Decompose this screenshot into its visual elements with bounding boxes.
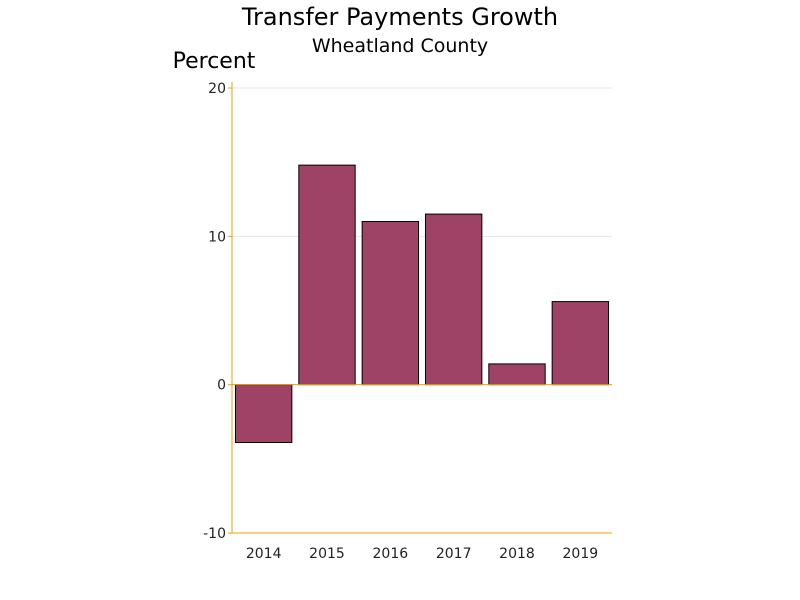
- chart-subtitle: Wheatland County: [312, 35, 488, 57]
- axes: [228, 82, 612, 534]
- gridlines: [232, 87, 612, 237]
- bar-2018: [488, 363, 546, 386]
- bars: [234, 164, 610, 444]
- y-tick-labels: -10 0 10 20: [203, 81, 226, 542]
- bar-2015: [298, 164, 356, 386]
- x-tick-label: 2016: [373, 546, 409, 562]
- bar-2019: [551, 301, 610, 386]
- x-tick-label: 2019: [563, 546, 599, 562]
- bar-2016: [361, 221, 420, 386]
- bar-2017: [424, 213, 483, 386]
- x-tick-label: 2018: [499, 546, 535, 562]
- x-tick-label: 2017: [436, 546, 472, 562]
- y-tick-label: 20: [208, 81, 226, 97]
- x-tick-label: 2014: [246, 546, 282, 562]
- x-tick-labels: 2014 2015 2016 2017 2018 2019: [246, 546, 598, 562]
- x-tick-label: 2015: [309, 546, 345, 562]
- y-tick-label: 0: [217, 378, 226, 394]
- y-tick-label: 10: [208, 229, 226, 245]
- y-tick-label: -10: [203, 526, 226, 542]
- bar-2014: [234, 384, 293, 444]
- y-axis-label: Percent: [173, 49, 256, 74]
- chart-title: Transfer Payments Growth: [241, 3, 558, 31]
